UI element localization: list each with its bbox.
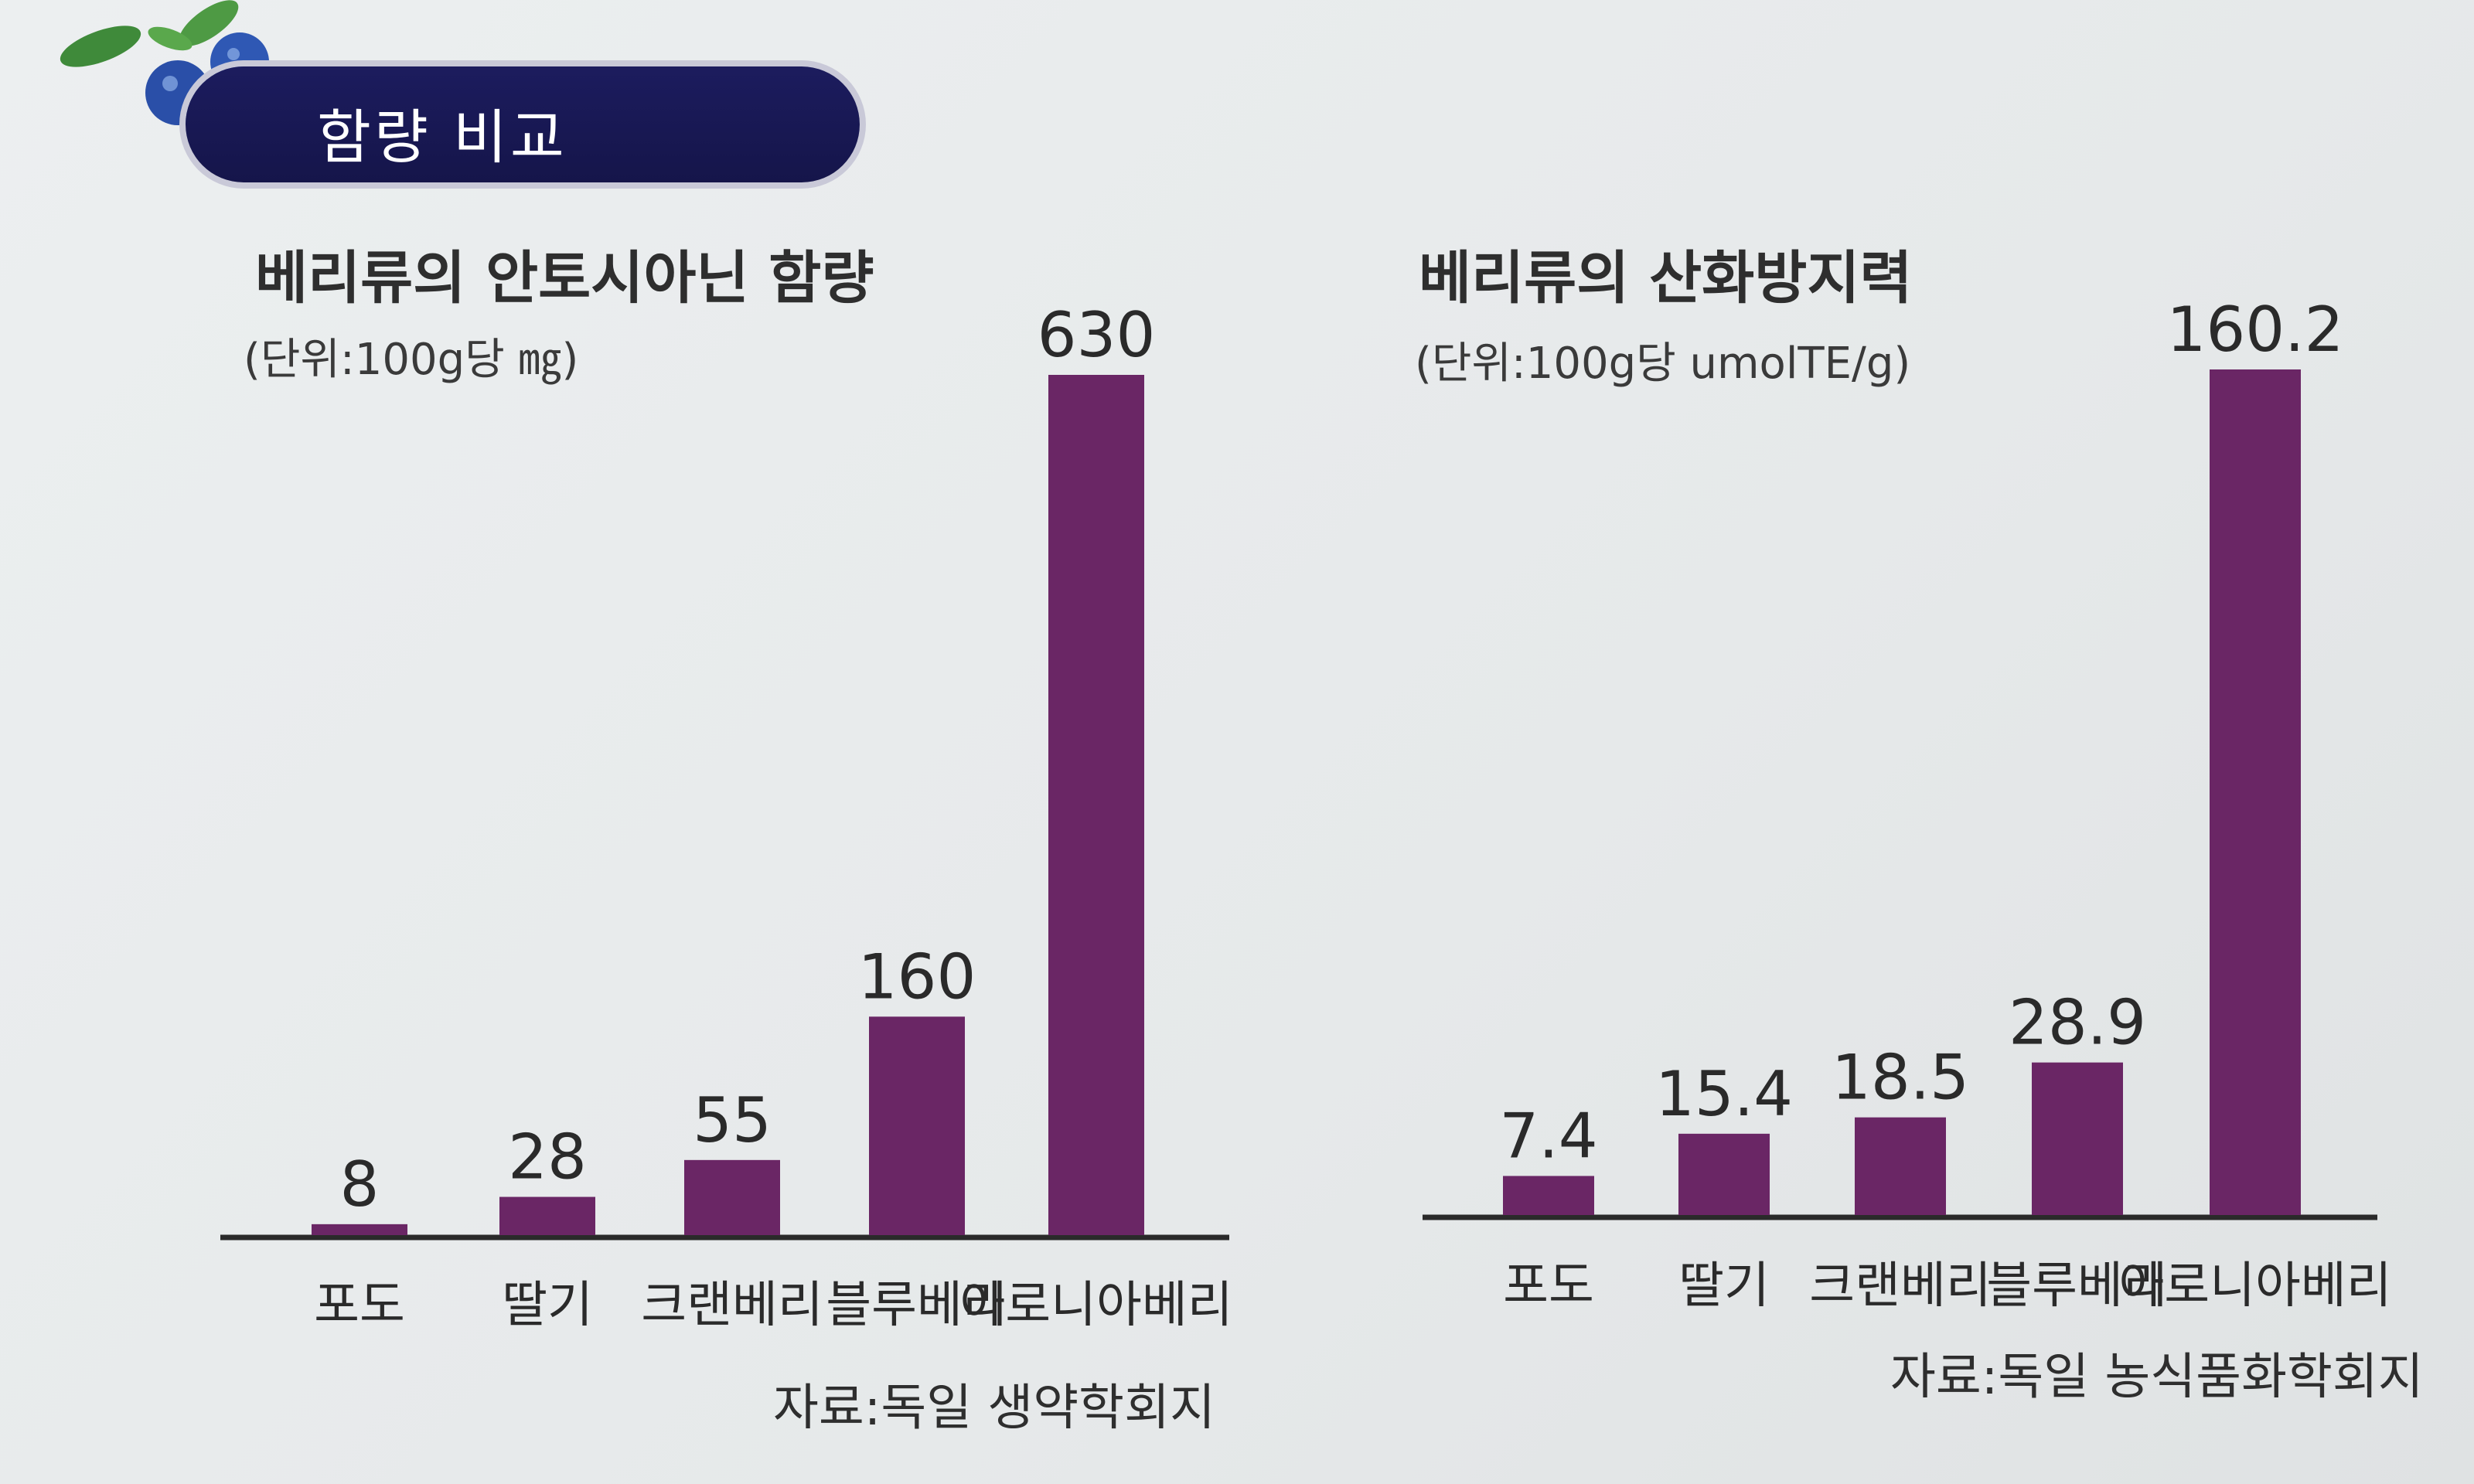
category-label-2: 크랜베리 bbox=[1809, 1258, 1992, 1315]
value-label-0: 8 bbox=[340, 1149, 380, 1220]
value-label-2: 55 bbox=[693, 1084, 772, 1156]
value-label-1: 15.4 bbox=[1655, 1058, 1793, 1130]
chart-unit: (단위:100g당 ㎎) bbox=[244, 335, 579, 385]
bar-0 bbox=[1503, 1176, 1594, 1215]
bar-2 bbox=[684, 1159, 780, 1235]
value-label-4: 160.2 bbox=[2166, 294, 2343, 366]
bar-1 bbox=[1678, 1133, 1770, 1215]
value-label-4: 630 bbox=[1038, 299, 1156, 371]
value-label-3: 160 bbox=[858, 941, 976, 1013]
antioxidant-bar-chart: 7.4 포도 15.4 딸기 18.5 크랜베리 28.9 블루베리 160.2 아로니아베리 bbox=[1423, 294, 2392, 1315]
bar-3 bbox=[869, 1016, 965, 1235]
chart-source: 자료:독일 생약학회지 bbox=[773, 1380, 1215, 1437]
bar-3 bbox=[2032, 1062, 2123, 1215]
category-label-2: 크랜베리 bbox=[641, 1277, 823, 1334]
category-label-4: 아로니아베리 bbox=[2118, 1258, 2391, 1315]
category-label-3: 블루베리 bbox=[826, 1277, 1008, 1334]
category-label-1: 딸기 bbox=[1678, 1258, 1770, 1315]
value-label-3: 28.9 bbox=[2009, 987, 2146, 1059]
bar-0 bbox=[312, 1224, 407, 1235]
anthocyanin-bar-chart: 8 포도 28 딸기 55 크랜베리 160 블루베리 630 아로니아베리 bbox=[220, 299, 1233, 1334]
section-title: 함량 비교 bbox=[317, 103, 567, 172]
category-label-0: 포도 bbox=[1503, 1258, 1594, 1315]
value-label-0: 7.4 bbox=[1499, 1100, 1597, 1172]
value-label-2: 18.5 bbox=[1832, 1042, 1969, 1114]
section-header: 함량 비교 bbox=[186, 66, 860, 182]
category-label-0: 포도 bbox=[314, 1277, 405, 1334]
category-label-4: 아로니아베리 bbox=[959, 1277, 1232, 1334]
chart-title: 베리류의 안토시아닌 함량 bbox=[255, 245, 874, 311]
chart-unit: (단위:100g당 umolTE/g) bbox=[1415, 339, 1911, 389]
chart-source: 자료:독일 농식품화학회지 bbox=[1890, 1349, 2424, 1406]
category-label-3: 블루베리 bbox=[1986, 1258, 2169, 1315]
value-label-1: 28 bbox=[508, 1122, 587, 1193]
chart-title: 베리류의 산화방지력 bbox=[1419, 245, 1913, 311]
bar-4 bbox=[2210, 369, 2301, 1215]
bar-1 bbox=[499, 1196, 595, 1235]
bar-2 bbox=[1855, 1117, 1946, 1215]
category-label-1: 딸기 bbox=[502, 1277, 593, 1334]
bar-4 bbox=[1048, 375, 1144, 1235]
